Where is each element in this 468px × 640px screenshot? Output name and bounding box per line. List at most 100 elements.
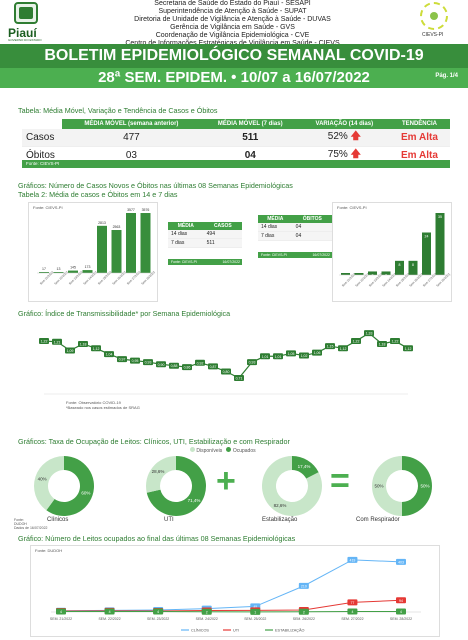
legend-label: UTI [233,629,239,633]
institution-line: Coordenação de Vigilância Epidemiológica… [155,32,310,39]
rt-point-label: 1,05 [288,352,295,356]
bar-value-label: 145 [70,266,76,270]
bar [354,273,364,275]
series-point-label: 4 [351,610,353,614]
rt-point [221,368,231,375]
beds-donut-charts: 60% 40% 71,4% 28,6% 17,4% 82,6% 50% 50% [33,456,432,516]
series-point [396,597,406,604]
bar [381,271,391,275]
rt-point [52,338,62,345]
bar-value-label: 2 [372,273,374,277]
beds-source: Fonte: DUDOH Dados de 16/07/2022 [14,518,47,530]
arrow-up-icon: 🡅 [350,149,361,160]
mini-cell: 04 [292,231,332,241]
bulletin-subtitle: 28ª SEM. EPIDEM. • 10/07 a 16/07/2022 [0,68,468,88]
rt-point-label: 0,90 [158,363,165,367]
cases-mini-table: MÉDIA CASOS 14 dias 494 7 dias 511 [168,222,242,248]
series-point [250,608,261,615]
rt-point-label: 0,87 [210,365,217,369]
mini-cell: 14 dias [258,223,293,232]
trend-value: Em Alta [388,129,450,147]
institution-line: Diretoria de Unidade de Vigilância e Ate… [134,16,331,23]
footer-source: Fonte: CIEVS-PI [261,253,287,257]
series-point-label: 4 [60,610,62,614]
rt-point [117,356,127,363]
cur-value: 511 [200,129,300,147]
rt-point-label: 1,22 [41,340,48,344]
legend-label: CLÍNICOS [191,629,209,633]
bar-value-label: 24 [425,234,429,238]
series-point-label: 77 [350,601,354,605]
rt-point-label: 1,22 [353,340,360,344]
x-tick-label: SEM. 27/2022 [341,617,363,621]
brand-name: Piauí [8,26,37,40]
series-line [60,559,402,612]
rt-point [104,351,114,358]
bar [126,213,136,273]
cievs-label: CIEVS-PI [422,32,444,38]
series-point-label: 2 [303,610,305,614]
rt-point [273,353,283,360]
page-number: Pág. 1/4 [435,73,458,79]
series-line [60,599,402,612]
deaths-table-footer: Fonte: CIEVS-PI 16/07/2022 [258,252,332,258]
rt-point-label: 1,15 [327,345,334,349]
institution-lines: Secretaria de Saúde do Estado do Piauí -… [110,0,355,48]
mini-cell: 7 dias [168,238,204,248]
x-tick-label: SEM. 26/2022 [293,617,315,621]
table-header-row: MÉDIA MÓVEL (semana anterior) MÉDIA MÓVE… [22,119,450,129]
rt-point [208,363,218,370]
rt-point [390,338,400,345]
bar [140,213,151,273]
donut-occupied-label: 71,4% [188,498,201,503]
rt-source: Fonte: Observatório COVID-19 [66,400,121,405]
table-header-cell: TENDÊNCIA [388,119,450,129]
rt-chart-card: 1,22 1,21 1,09 1,18 1,12 1,04 0,97 0,95 0,93 0,90… [36,322,416,414]
series-point-label: 2 [206,610,208,614]
donut-available-slice [372,456,402,516]
institution-line: Gerência de Vigilância em Saúde - GVS [170,24,295,31]
donut-label: Clínicos [47,517,69,523]
cases-table-card: MÉDIA CASOS 14 dias 494 7 dias 511 Fonte: C… [168,222,242,266]
rt-point-label: 0,88 [171,364,178,368]
rt-point-label: 1,06 [314,351,321,355]
bar [39,272,49,273]
deaths-table-card: MÉDIA ÓBITOS 14 dias 04 7 dias 04 Fonte: CI… [258,215,332,259]
cases-chart-source: Fonte: CIEVS-PI [33,205,63,210]
rt-point-label: 1,12 [405,347,412,351]
rt-point [169,362,179,369]
rt-point [403,345,413,352]
bar [422,232,431,275]
donut-available-label: 40% [38,476,47,481]
bar-value-label: 3577 [127,208,135,212]
donut-available-label: 82,6% [274,503,287,508]
rt-point [364,330,374,337]
row-label: Casos [22,129,62,147]
rt-point-label: 1,02 [301,354,308,358]
occupied-source: Fonte: DUDOH [35,548,63,553]
donut-occupied-slice [402,456,432,516]
rt-point [260,353,270,360]
rt-point-label: 1,12 [93,347,100,351]
bar-value-label: 2563 [113,225,121,229]
series-point [201,608,212,615]
footer-date: 16/07/2022 [222,260,240,264]
donut-occupied-slice [146,456,207,516]
header: Piauí GOVERNO DO ESTADO Secretaria de Sa… [0,0,468,47]
donut-occupied-label: 60% [81,491,90,496]
rt-point [299,352,309,359]
rt-point [130,357,140,364]
donut-available-label: 50% [374,484,383,489]
mini-cell: 494 [203,230,242,239]
arrow-up-icon: 🡅 [350,131,361,142]
occupied-line-chart: SEM. 21/2022 SEM. 22/2022 SEM. 23/2022 SEM.… [50,556,421,633]
rt-point-label: 1,22 [392,340,399,344]
piaui-logo: Piauí GOVERNO DO ESTADO [6,2,48,42]
donut-label: Estabilização [262,517,298,523]
rt-line-chart: 1,22 1,21 1,09 1,18 1,12 1,04 0,97 0,95 0,93 0,90… [39,330,413,395]
series-point-label: 4 [400,610,402,614]
rt-point [312,349,322,356]
brand-sub: GOVERNO DO ESTADO [8,38,42,42]
bar [368,271,377,275]
